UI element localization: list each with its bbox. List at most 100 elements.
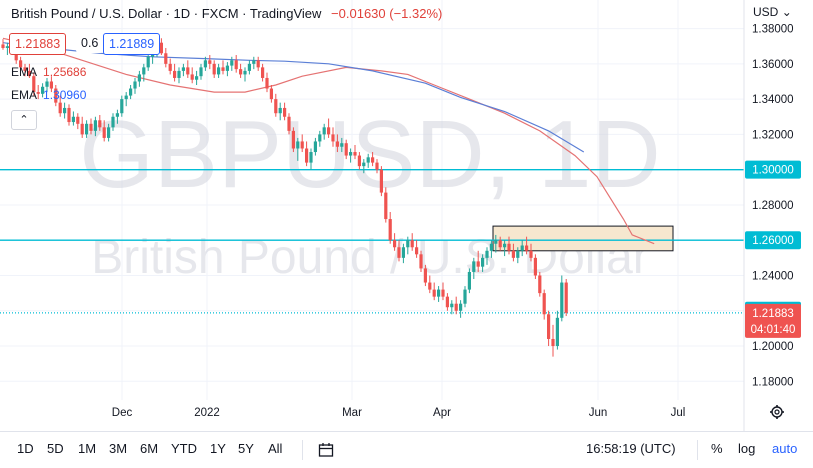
candle-body [375,162,379,170]
collapse-legend-button[interactable]: ⌃ [11,110,37,130]
candle-body [503,243,507,248]
candle-body [335,141,339,147]
price-tick-label: 1.20000 [752,341,794,353]
candle-body [371,157,375,163]
price-tick-label: 1.38000 [752,24,794,36]
candle-body [353,152,357,156]
line-price-label-bg [745,160,801,179]
grid [0,0,744,400]
candle-body [366,157,370,163]
candle-body [168,63,172,71]
candle-body [357,155,361,167]
time-tick-label: Mar [342,407,362,419]
settings-gear-icon[interactable] [770,405,784,419]
range-all[interactable]: All [268,441,283,456]
candle-body [190,74,194,80]
candle-body [331,134,335,142]
spread-value: 0.6 [76,33,104,53]
indicator-ema-2[interactable]: EMA 1.30960 [11,88,86,102]
auto-toggle[interactable]: auto [772,441,798,456]
candle-body [76,116,80,124]
time-tick-label: Jun [589,407,608,419]
candle-body [542,293,546,315]
candle-body [340,143,344,147]
range-5d[interactable]: 5D [47,441,64,456]
candle-body [291,130,295,149]
candle-body [45,81,49,87]
range-1y[interactable]: 1Y [210,441,226,456]
resistance-zone[interactable] [492,225,674,252]
candle-body [547,314,551,339]
candle-body [533,257,537,276]
zone-rect [492,225,674,252]
candle-body [217,67,221,75]
candle-body [428,282,432,290]
price-chart[interactable]: GBPUSD, 1D British Pound / U.S. Dollar 1… [0,0,813,431]
candle-body [388,219,392,241]
candle-body [124,95,128,100]
range-1m[interactable]: 1M [78,441,97,456]
chart-header: British Pound / U.S. Dollar · 1D · FXCM … [11,6,442,21]
candle-body [313,141,317,153]
currency-label: USD [753,5,779,19]
candle-body [269,88,273,100]
candle-body [481,257,485,267]
candle-body [225,65,229,71]
percent-toggle[interactable]: % [711,441,723,456]
candle-body [551,338,555,347]
candle-body [296,141,300,149]
candle-body [472,261,476,272]
price-tick-label: 1.18000 [752,376,794,388]
candle-body [80,123,84,135]
range-6m[interactable]: 6M [140,441,159,456]
toolbar-divider [697,440,698,460]
indicator-ema-1[interactable]: EMA 1.25686 [11,65,86,79]
bar-countdown-label: 04:01:40 [751,324,796,336]
price-tick-label: 1.34000 [752,94,794,106]
candle-body [450,303,454,308]
price-tick-label: 1.28000 [752,200,794,212]
candle-body [463,289,467,304]
price-tick-label: 1.32000 [752,129,794,141]
candle-body [344,143,348,156]
range-1d[interactable]: 1D [17,441,34,456]
candle-body [560,282,564,318]
time-tick-label: Apr [433,407,451,419]
ema-fast-line [2,37,655,245]
candle-body [419,254,423,269]
candle-body [445,296,449,308]
candle-body [494,240,498,244]
candle-body [1,44,5,48]
candle-body [454,303,458,311]
candle-body [555,317,559,347]
sell-button[interactable]: 1.21883 [9,33,67,55]
symbol-title[interactable]: British Pound / U.S. Dollar · 1D · FXCM … [11,6,322,21]
candle-body [107,127,111,138]
candle-body [199,67,203,77]
buy-button[interactable]: 1.21889 [103,33,161,55]
current-price-badge [745,303,801,338]
price-axis[interactable]: 1.180001.200001.220001.240001.260001.280… [743,0,794,431]
horizontal-lines[interactable] [0,169,744,314]
time-axis[interactable]: Dec 2022 Mar Apr Jun Jul [112,407,686,419]
range-3m[interactable]: 3M [109,441,128,456]
clock-time[interactable]: 16:58:19 (UTC) [586,441,676,456]
candle-body [406,240,410,248]
candle-body [476,261,480,267]
candle-body [208,60,212,64]
candle-body [379,169,383,193]
range-ytd[interactable]: YTD [171,441,197,456]
log-toggle[interactable]: log [738,441,756,456]
candle-body [221,67,225,71]
range-5y[interactable]: 5Y [238,441,254,456]
calendar-range-icon[interactable] [318,442,334,458]
price-tick-label: 1.24000 [752,270,794,282]
candle-body [459,303,463,311]
candle-body [322,127,326,135]
candle-body [159,42,163,54]
currency-selector[interactable]: USD ⌄ [753,5,792,19]
candles [1,38,568,357]
candle-body [309,152,313,163]
candle-body [85,123,89,135]
